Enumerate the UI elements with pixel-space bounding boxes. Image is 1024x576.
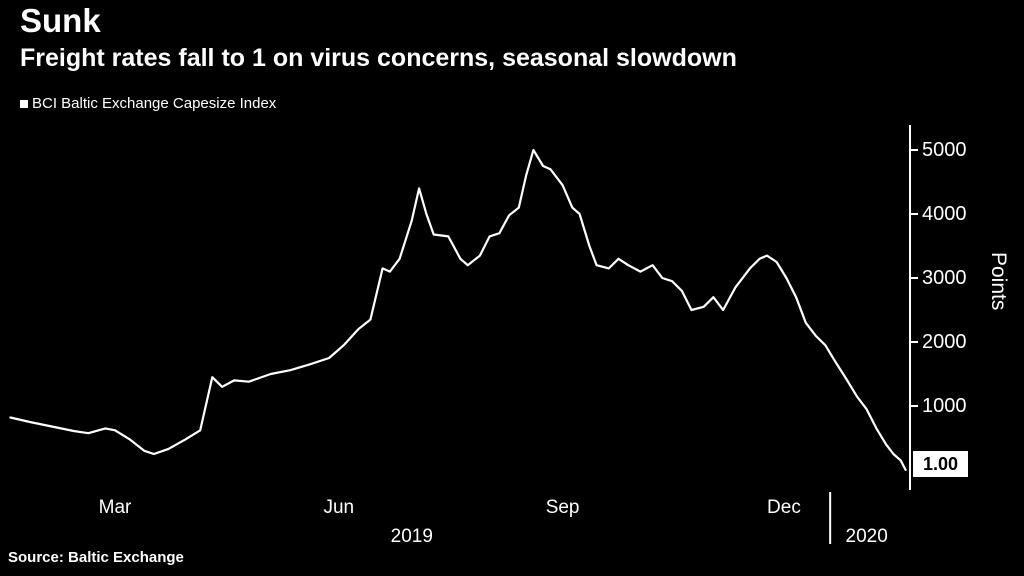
last-value-badge: 1.00	[913, 451, 969, 477]
y-tick-label: 5000	[922, 139, 967, 161]
x-tick-label-dec: Dec	[767, 497, 801, 518]
x-tick-label-sep: Sep	[545, 497, 580, 518]
y-tick-label: 4000	[922, 203, 967, 225]
chart-subtitle: Freight rates fall to 1 on virus concern…	[20, 44, 737, 72]
year-label-2020: 2020	[845, 526, 888, 547]
year-label-2019: 2019	[390, 526, 433, 547]
series-line	[9, 148, 907, 471]
y-tick-label: 1000	[922, 395, 967, 417]
chart-title: Sunk	[20, 2, 101, 39]
x-tick-label-mar: Mar	[98, 497, 132, 518]
y-axis-title: Points	[987, 252, 1010, 311]
y-tick-label: 3000	[922, 267, 967, 289]
legend: BCI Baltic Exchange Capesize Index	[20, 95, 276, 112]
legend-swatch-icon	[20, 99, 28, 108]
y-tick-label: 2000	[922, 331, 967, 353]
legend-label: BCI Baltic Exchange Capesize Index	[32, 95, 277, 112]
x-tick-label-jun: Jun	[323, 497, 355, 518]
source-note: Source: Baltic Exchange	[8, 549, 184, 566]
